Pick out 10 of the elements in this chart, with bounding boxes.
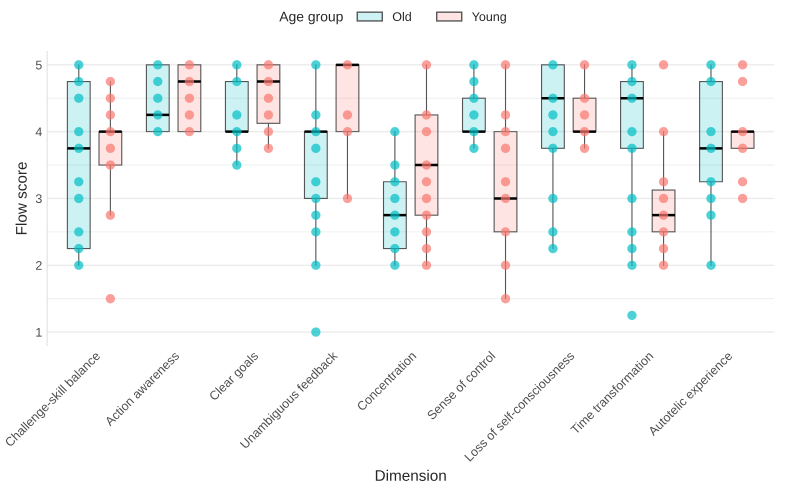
y-tick-label: 1 — [36, 328, 42, 337]
legend-label: Young — [472, 12, 506, 24]
y-tick-label: 5 — [36, 60, 42, 70]
y-tick-label: 2 — [36, 261, 42, 270]
y-tick-label: 4 — [36, 128, 42, 136]
y-tick-label: 3 — [36, 194, 42, 204]
legend-title: Age group — [279, 12, 343, 24]
legend-label: Old — [392, 12, 411, 22]
x-axis-title: Dimension — [376, 470, 446, 481]
y-axis-title: Flow score — [16, 162, 27, 234]
